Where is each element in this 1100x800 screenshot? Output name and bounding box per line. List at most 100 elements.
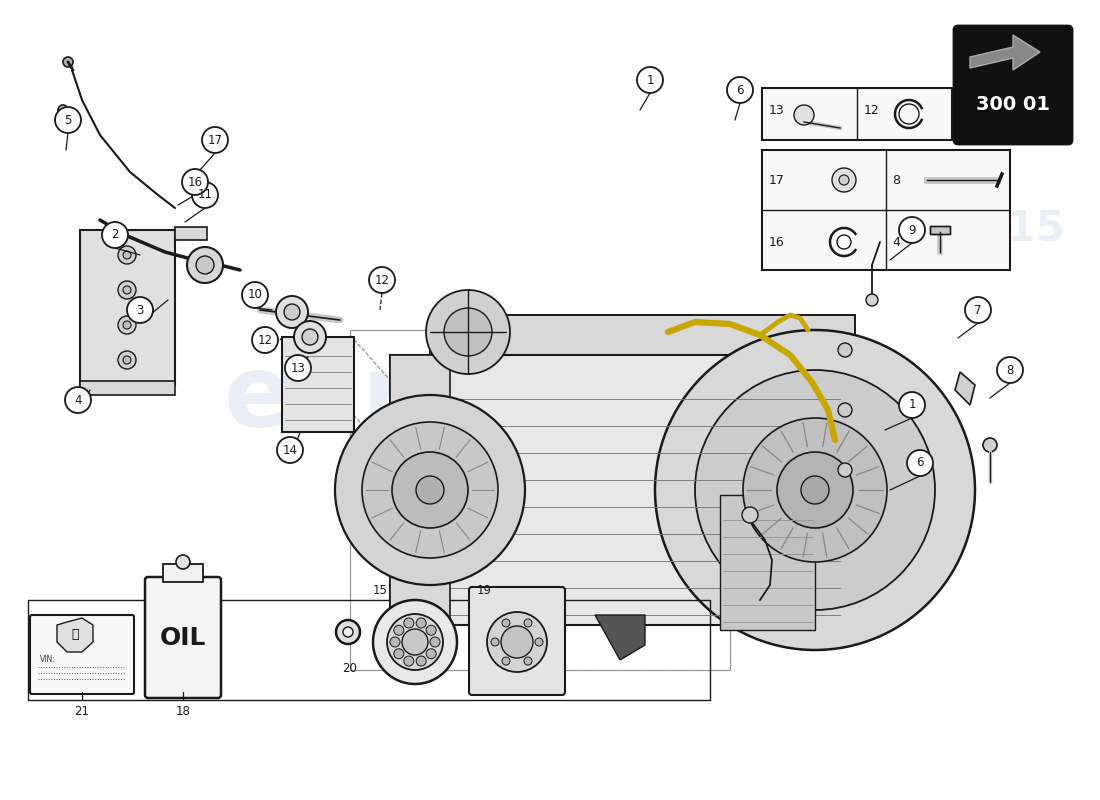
Circle shape [302,329,318,345]
Circle shape [404,656,414,666]
Circle shape [426,626,437,635]
Text: 17: 17 [208,134,222,146]
Text: OIL: OIL [160,626,206,650]
Text: 19: 19 [477,583,492,597]
Circle shape [118,351,136,369]
Text: 🐂: 🐂 [72,629,79,642]
Bar [390,355,850,625]
Polygon shape [57,618,94,652]
Polygon shape [970,35,1040,70]
Text: 4: 4 [892,235,900,249]
Circle shape [838,343,853,357]
Circle shape [392,452,468,528]
Text: 12: 12 [374,274,389,286]
FancyBboxPatch shape [145,577,221,698]
Circle shape [276,296,308,328]
Text: 1: 1 [647,74,653,86]
Circle shape [118,316,136,334]
Text: 8: 8 [1006,363,1014,377]
Circle shape [899,392,925,418]
Circle shape [118,281,136,299]
Text: 16: 16 [769,235,784,249]
Text: 300 01: 300 01 [976,95,1050,114]
Text: 18: 18 [176,705,190,718]
Circle shape [997,357,1023,383]
Bar [163,564,204,582]
Circle shape [123,251,131,259]
Circle shape [491,638,499,646]
Circle shape [838,463,853,477]
Circle shape [368,267,395,293]
Text: 8: 8 [892,174,900,186]
Text: 3: 3 [136,303,144,317]
Circle shape [394,649,404,658]
Circle shape [285,355,311,381]
Bar [762,88,952,140]
FancyBboxPatch shape [30,615,134,694]
Circle shape [502,657,510,665]
Circle shape [524,657,532,665]
Circle shape [416,476,444,504]
Circle shape [654,330,975,650]
Polygon shape [430,315,855,365]
Text: a passion for parts: a passion for parts [390,450,689,481]
Text: eurospares: eurospares [224,351,856,449]
Circle shape [176,555,190,569]
Text: 6: 6 [916,457,924,470]
Text: 13: 13 [769,103,784,117]
Circle shape [402,629,428,655]
Circle shape [336,395,525,585]
Text: 12: 12 [257,334,273,346]
Circle shape [102,222,128,248]
Bar [390,355,450,625]
Circle shape [535,638,543,646]
Circle shape [727,77,754,103]
Bar [282,337,354,432]
Text: 5: 5 [64,114,72,126]
Text: 13: 13 [290,362,306,374]
Text: 20: 20 [342,662,358,675]
Circle shape [742,507,758,523]
Circle shape [832,168,856,192]
Circle shape [487,612,547,672]
Circle shape [524,619,532,627]
Circle shape [242,282,268,308]
Circle shape [899,217,925,243]
Circle shape [777,452,852,528]
Circle shape [426,290,510,374]
Bar [175,227,207,240]
Circle shape [284,304,300,320]
Text: 14: 14 [283,443,297,457]
Circle shape [252,327,278,353]
Circle shape [839,175,849,185]
Circle shape [866,294,878,306]
Circle shape [394,626,404,635]
Circle shape [908,450,933,476]
Text: 11: 11 [198,189,212,202]
Circle shape [430,637,440,647]
Circle shape [123,286,131,294]
Circle shape [416,618,426,628]
Circle shape [444,308,492,356]
Bar [930,226,950,234]
Circle shape [502,619,510,627]
Circle shape [426,649,437,658]
Circle shape [65,387,91,413]
Bar [80,230,175,385]
Text: 17: 17 [769,174,785,186]
Circle shape [794,105,814,125]
Circle shape [192,182,218,208]
Circle shape [983,438,997,452]
Bar [930,226,950,234]
Text: 15: 15 [373,583,388,597]
Text: 16: 16 [187,175,202,189]
Circle shape [404,618,414,628]
Polygon shape [595,615,645,660]
Circle shape [123,321,131,329]
Circle shape [390,637,400,647]
Circle shape [742,418,887,562]
Text: 6: 6 [736,83,744,97]
Circle shape [336,620,360,644]
Circle shape [202,127,228,153]
Circle shape [118,246,136,264]
